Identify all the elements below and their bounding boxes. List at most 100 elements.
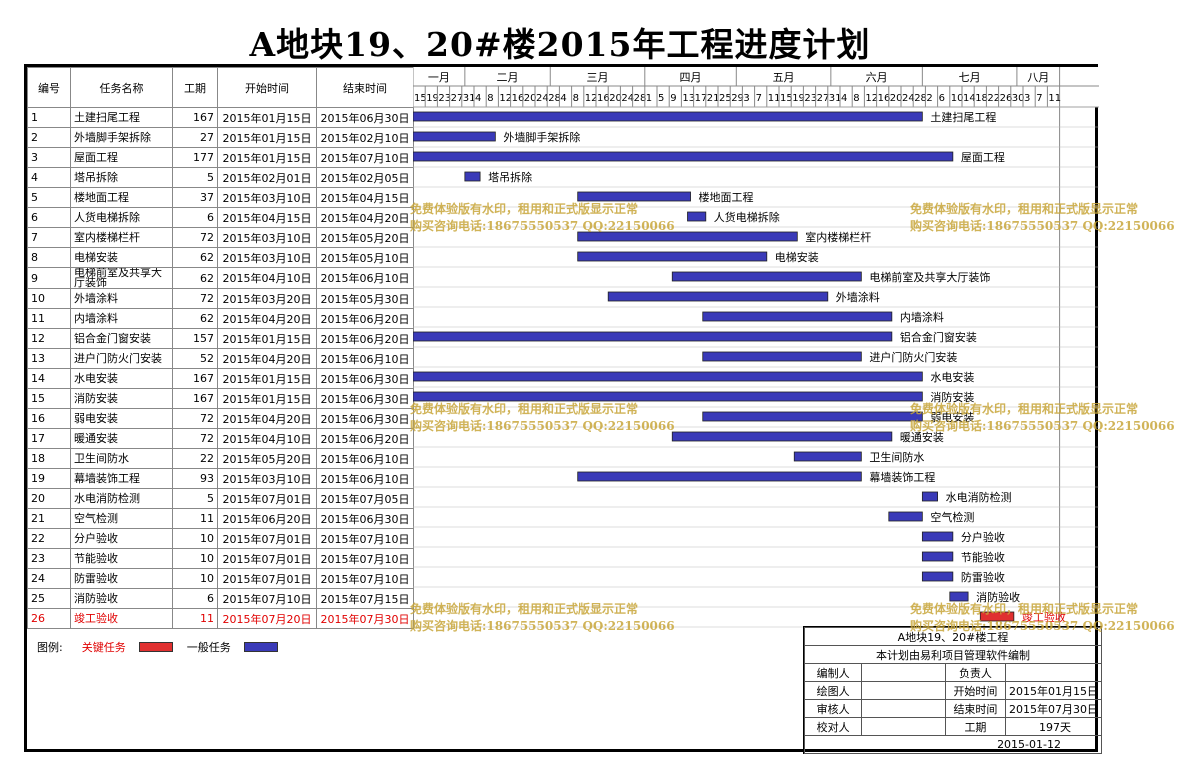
task-name: 卫生间防水 <box>70 448 173 469</box>
task-name: 土建扫尾工程 <box>70 107 173 128</box>
table-row: 2 外墙脚手架拆除 27 2015年01月15日 2015年02月10日 <box>27 127 414 148</box>
task-start: 2015年01月15日 <box>217 368 317 389</box>
task-id: 20 <box>27 488 71 509</box>
task-name: 人货电梯拆除 <box>70 207 173 228</box>
info-software: 本计划由易利项目管理软件编制 <box>804 645 1102 664</box>
gantt-chart: 一月 二月 三月 四月 五月 六月 七月 八月 15 19 23 27 31 4 8 12 16 20 24 28 4 8… <box>413 67 1099 629</box>
month-label: 四月 <box>680 71 702 84</box>
table-row: 14 水电安装 167 2015年01月15日 2015年06月30日 <box>27 368 414 389</box>
day-tick-label: 23 <box>804 93 817 104</box>
table-row: 8 电梯安装 62 2015年03月10日 2015年05月10日 <box>27 247 414 268</box>
day-tick-label: 4 <box>475 93 481 104</box>
gantt-bar-label: 电梯安装 <box>775 250 819 264</box>
day-tick-label: 15 <box>780 93 793 104</box>
day-tick-label: 31 <box>463 93 476 104</box>
task-id: 12 <box>27 328 71 349</box>
gantt-bar <box>921 531 954 542</box>
info-editor-label: 编制人 <box>803 663 863 682</box>
task-id: 16 <box>27 408 71 429</box>
task-start: 2015年07月20日 <box>217 608 317 629</box>
table-row: 23 节能验收 10 2015年07月01日 2015年07月10日 <box>27 548 414 569</box>
day-tick-label: 26 <box>1000 93 1013 104</box>
task-duration: 72 <box>172 408 218 429</box>
task-end: 2015年04月20日 <box>316 207 414 228</box>
task-name: 水电消防检测 <box>70 488 173 509</box>
table-row: 25 消防验收 6 2015年07月10日 2015年07月15日 <box>27 588 414 609</box>
task-end: 2015年06月20日 <box>316 308 414 329</box>
month-label: 七月 <box>959 71 981 84</box>
info-owner-label: 负责人 <box>944 663 1007 682</box>
task-duration: 11 <box>172 508 218 529</box>
gantt-bar-label: 幕墙装饰工程 <box>869 470 935 484</box>
task-id: 3 <box>27 147 71 168</box>
task-duration: 10 <box>172 528 218 549</box>
gantt-bar <box>793 451 862 462</box>
table-row: 9 电梯前室及共享大厅装饰 62 2015年04月10日 2015年06月10日 <box>27 267 414 289</box>
gantt-bar <box>413 131 496 142</box>
table-row: 7 室内楼梯栏杆 72 2015年03月10日 2015年05月20日 <box>27 227 414 248</box>
day-tick-label: 21 <box>707 93 720 104</box>
task-start: 2015年04月10日 <box>217 267 317 289</box>
gantt-bar <box>577 231 798 242</box>
task-start: 2015年07月01日 <box>217 548 317 569</box>
info-date: 2015-01-12 <box>804 735 1102 754</box>
task-name: 电梯安装 <box>70 247 173 268</box>
gantt-bar-label: 竣工验收 <box>1022 610 1066 624</box>
task-id: 18 <box>27 448 71 469</box>
day-tick-label: 31 <box>829 93 842 104</box>
gantt-bar <box>702 351 862 362</box>
task-start: 2015年03月20日 <box>217 288 317 309</box>
gantt-bar-label: 铝合金门窗安装 <box>900 330 977 344</box>
task-start: 2015年01月15日 <box>217 388 317 409</box>
task-end: 2015年05月10日 <box>316 247 414 268</box>
task-start: 2015年01月15日 <box>217 107 317 128</box>
day-tick-label: 9 <box>670 93 676 104</box>
gantt-bar <box>464 171 481 182</box>
gantt-bar <box>888 511 923 522</box>
info-end: 2015年07月30日 <box>1005 699 1102 718</box>
task-table: 编号 任务名称 工期 开始时间 结束时间 1 土建扫尾工程 167 2015年01月1… <box>27 67 414 629</box>
task-duration: 62 <box>172 308 218 329</box>
gantt-bar-label: 屋面工程 <box>961 151 1005 164</box>
month-label: 八月 <box>1027 71 1049 84</box>
task-duration: 157 <box>172 328 218 349</box>
day-tick-label: 24 <box>536 93 549 104</box>
table-row: 21 空气检测 11 2015年06月20日 2015年06月30日 <box>27 508 414 529</box>
day-tick-label: 15 <box>414 93 427 104</box>
gantt-bar-label: 进户门防火门安装 <box>869 350 957 364</box>
table-row: 13 进户门防火门安装 52 2015年04月20日 2015年06月10日 <box>27 348 414 369</box>
day-tick-label: 23 <box>438 93 451 104</box>
gantt-bar <box>979 611 1015 622</box>
task-id: 19 <box>27 468 71 489</box>
legend: 图例: 关键任务 一般任务 <box>37 639 288 655</box>
header-end: 结束时间 <box>316 67 414 108</box>
day-tick-label: 24 <box>621 93 634 104</box>
day-tick-label: 5 <box>658 93 664 104</box>
task-end: 2015年06月30日 <box>316 368 414 389</box>
gantt-bar <box>577 191 691 202</box>
task-start: 2015年03月10日 <box>217 227 317 248</box>
day-tick-label: 11 <box>768 93 781 104</box>
day-tick-label: 12 <box>865 93 878 104</box>
task-name: 消防验收 <box>70 588 173 609</box>
gantt-bar <box>921 551 954 562</box>
task-name: 外墙脚手架拆除 <box>70 127 173 148</box>
task-duration: 62 <box>172 247 218 268</box>
task-duration: 93 <box>172 468 218 489</box>
task-end: 2015年06月10日 <box>316 267 414 289</box>
gantt-bar-label: 室内楼梯栏杆 <box>805 230 871 244</box>
gantt-bar-label: 消防安装 <box>930 390 974 404</box>
gantt-bar <box>577 471 862 482</box>
task-id: 25 <box>27 588 71 609</box>
table-row: 4 塔吊拆除 5 2015年02月01日 2015年02月05日 <box>27 167 414 188</box>
task-id: 15 <box>27 388 71 409</box>
day-tick-label: 28 <box>634 93 647 104</box>
task-end: 2015年06月30日 <box>316 408 414 429</box>
task-id: 11 <box>27 308 71 329</box>
gantt-bar <box>413 371 923 382</box>
task-end: 2015年06月10日 <box>316 348 414 369</box>
table-row: 15 消防安装 167 2015年01月15日 2015年06月30日 <box>27 388 414 409</box>
day-tick-label: 12 <box>585 93 598 104</box>
task-start: 2015年03月10日 <box>217 468 317 489</box>
task-end: 2015年05月20日 <box>316 227 414 248</box>
